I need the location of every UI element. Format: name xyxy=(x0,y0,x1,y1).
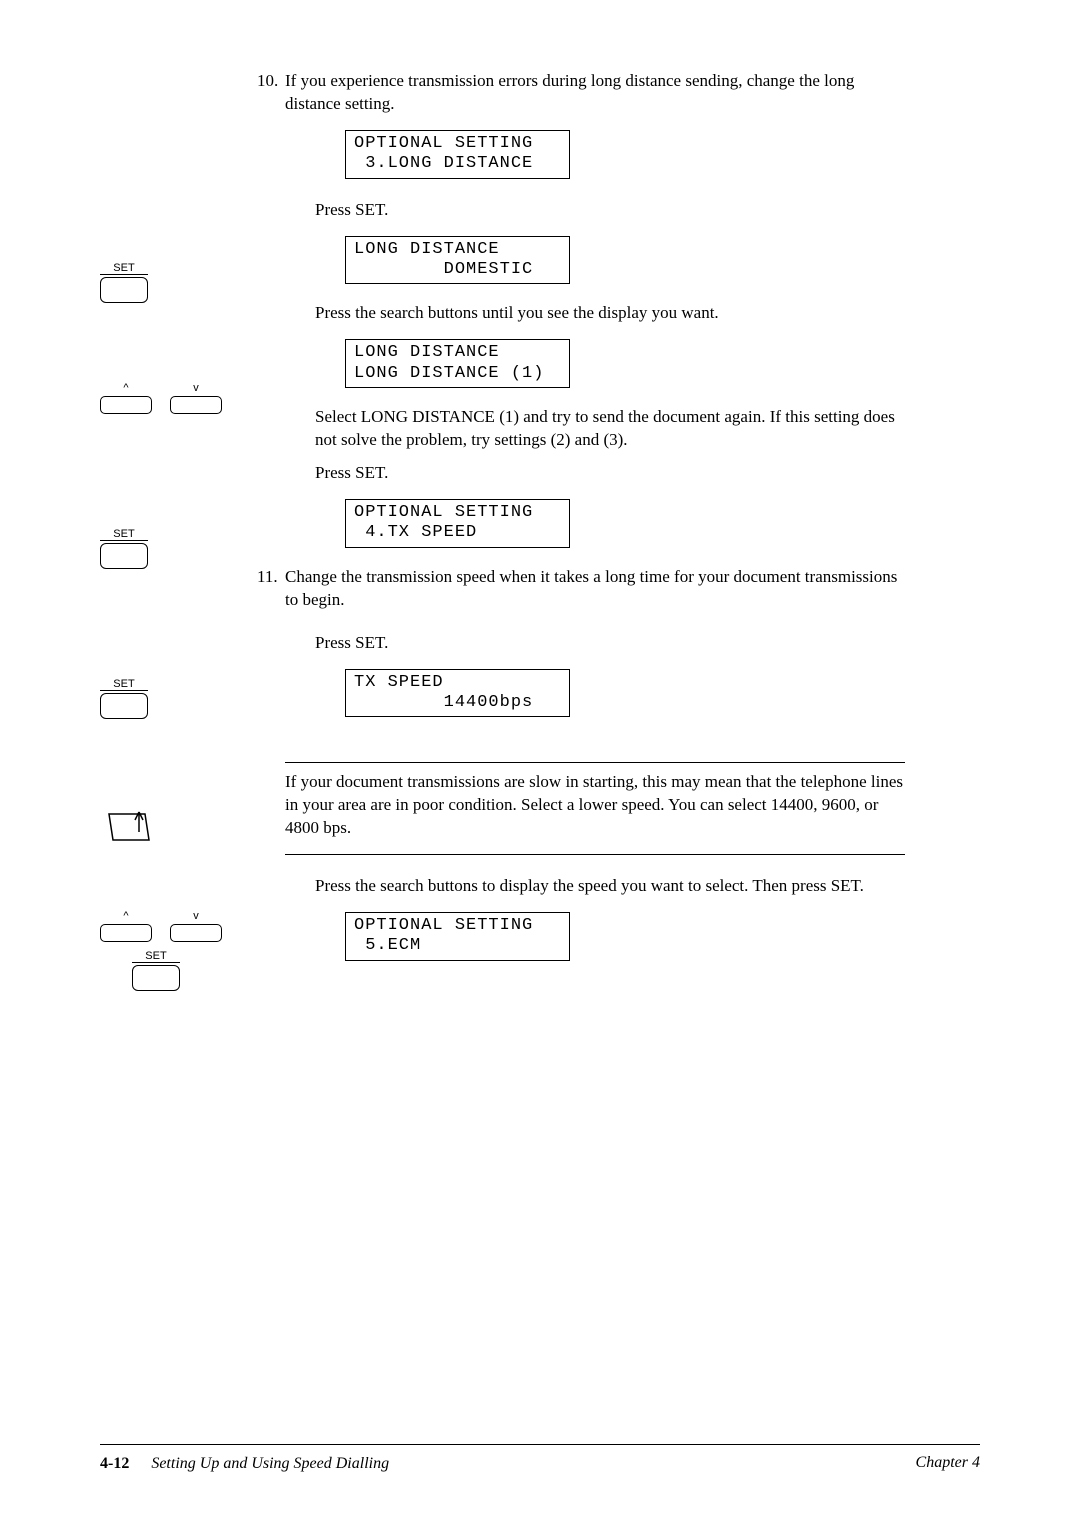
press-set-1: Press SET. xyxy=(315,199,905,222)
press-search-1: Press the search buttons until you see t… xyxy=(315,302,905,325)
step11-num: 11. xyxy=(257,566,285,589)
step10-num: 10. xyxy=(257,70,285,93)
page-title: Setting Up and Using Speed Dialling xyxy=(151,1455,389,1472)
step10-text: 10.If you experience transmission errors… xyxy=(285,70,905,116)
down-key xyxy=(170,396,222,414)
lcd-optional-setting-3: OPTIONAL SETTING 3.LONG DISTANCE xyxy=(345,130,570,179)
search-buttons-1: ^ v xyxy=(100,382,265,414)
set-key xyxy=(100,277,148,303)
set-label-3: SET xyxy=(100,678,148,691)
down-label-2: v xyxy=(170,910,222,922)
chapter-label: Chapter 4 xyxy=(916,1454,980,1472)
up-label: ^ xyxy=(100,382,152,394)
step11-text: 11.Change the transmission speed when it… xyxy=(285,566,905,612)
set-key-2 xyxy=(100,543,148,569)
set-button-group-1: SET xyxy=(100,262,265,303)
search-set-combo: ^ v SET xyxy=(100,910,265,991)
press-search-set: Press the search buttons to display the … xyxy=(315,875,905,898)
set-label: SET xyxy=(100,262,148,275)
set-key-3 xyxy=(100,693,148,719)
lcd-tx-speed: TX SPEED 14400bps xyxy=(345,669,570,718)
note-icon xyxy=(105,808,153,846)
set-button-group-3: SET xyxy=(100,678,265,719)
page-number: 4-12 xyxy=(100,1455,129,1472)
lcd-optional-setting-4: OPTIONAL SETTING 4.TX SPEED xyxy=(345,499,570,548)
lcd-long-distance-1: LONG DISTANCE LONG DISTANCE (1) xyxy=(345,339,570,388)
lcd-long-distance-domestic: LONG DISTANCE DOMESTIC xyxy=(345,236,570,285)
down-key-2 xyxy=(170,924,222,942)
up-label-2: ^ xyxy=(100,910,152,922)
set-button-group-2: SET xyxy=(100,528,265,569)
up-key xyxy=(100,396,152,414)
up-key-2 xyxy=(100,924,152,942)
press-set-2: Press SET. xyxy=(315,462,905,485)
note-divider-top xyxy=(285,762,905,763)
note-text: If your document transmissions are slow … xyxy=(285,771,905,840)
press-set-3: Press SET. xyxy=(315,632,905,655)
set-key-4 xyxy=(132,965,180,991)
down-label: v xyxy=(170,382,222,394)
set-label-2: SET xyxy=(100,528,148,541)
select-long-distance-text: Select LONG DISTANCE (1) and try to send… xyxy=(315,406,905,452)
page-footer: 4-12 Setting Up and Using Speed Dialling… xyxy=(100,1444,980,1473)
set-label-4: SET xyxy=(132,950,180,963)
note-divider-bottom xyxy=(285,854,905,855)
lcd-optional-setting-5: OPTIONAL SETTING 5.ECM xyxy=(345,912,570,961)
